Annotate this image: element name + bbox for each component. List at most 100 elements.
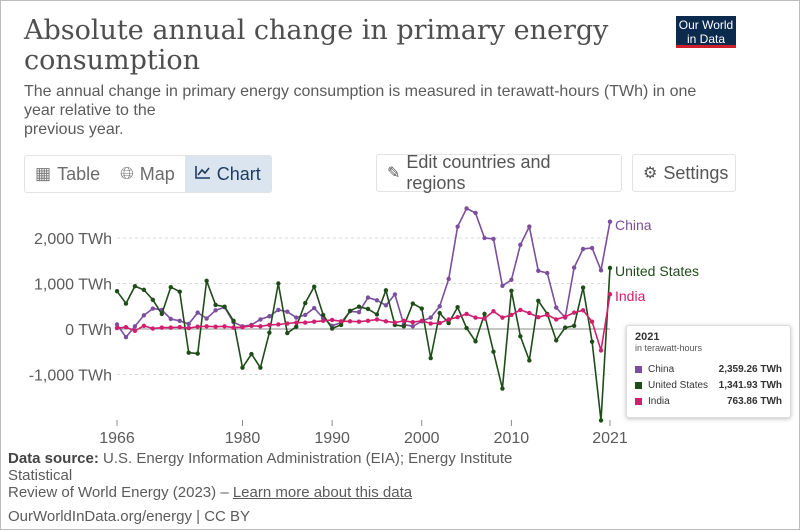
series-2-point-1972: [168, 325, 173, 330]
series-2-point-1977: [213, 324, 218, 329]
series-0-point-1969: [141, 313, 147, 318]
series-0-point-1997: [392, 292, 398, 297]
tab-chart[interactable]: Chart: [184, 156, 271, 192]
settings-label: Settings: [663, 162, 729, 183]
series-1-point-1966: [114, 289, 120, 294]
series-2-point-2013: [536, 314, 541, 320]
series-0-point-1983: [267, 314, 272, 319]
series-0-point-1984: [276, 307, 281, 313]
line-chart-icon: [194, 164, 211, 184]
series-1-point-1998: [401, 324, 407, 329]
owid-logo[interactable]: Our World in Data: [676, 16, 736, 48]
series-0-point-2021: [607, 219, 613, 224]
series-2-point-1985: [285, 321, 290, 326]
series-1-point-1978: [222, 304, 227, 309]
series-1-point-1986: [294, 324, 299, 329]
series-0-point-1995: [374, 298, 380, 303]
subtitle-line-1: The annual change in primary energy cons…: [24, 83, 697, 100]
tooltip-value-india: 763.86 TWh: [726, 395, 782, 407]
series-0-point-2019: [589, 245, 595, 251]
learn-more-link[interactable]: Learn more about this data: [232, 484, 413, 501]
series-1-point-1994: [365, 306, 371, 312]
series-2-point-1996: [383, 319, 389, 324]
series-1-point-2016: [562, 325, 568, 330]
series-0-point-2012: [527, 224, 532, 229]
edit-countries-button[interactable]: ✎ Edit countries and regions: [376, 152, 622, 193]
series-1-point-1987: [303, 300, 308, 306]
series-2-point-1988: [312, 319, 317, 324]
line-chart: 2,000 TWh 1,000 TWh 0 TWh -1,000 TWh 1966 198…: [29, 206, 699, 447]
series-2-point-1975: [195, 324, 200, 329]
series-1-point-1989: [320, 312, 326, 318]
series-2-point-2010: [509, 312, 514, 318]
settings-button[interactable]: ⚙ Settings: [632, 154, 736, 192]
series-1-point-2002: [437, 310, 442, 316]
series-2-point-2016: [562, 314, 568, 319]
series-0-point-1994: [365, 295, 371, 300]
tab-map[interactable]: 🌐︎ Map: [110, 156, 185, 192]
end-label-0: China: [615, 217, 652, 233]
series-0-point-2010: [509, 277, 514, 283]
logo-line-2: in Data: [686, 32, 726, 46]
globe-icon: 🌐︎: [120, 164, 134, 183]
series-0-point-1999: [410, 324, 415, 329]
series-0-point-2009: [500, 283, 505, 288]
series-1-point-2005: [464, 325, 469, 331]
series-2-point-2007: [482, 316, 487, 321]
series-0-point-1986: [294, 315, 299, 320]
source-text-3: Review of World Energy (2023) –: [8, 484, 229, 501]
series-1-point-1968: [132, 284, 138, 289]
series-1-point-1969: [141, 287, 147, 293]
series-1-point-1973: [177, 289, 182, 294]
chart-subtitle: The annual change in primary energy cons…: [24, 82, 724, 139]
end-label-1: United States: [615, 263, 699, 279]
series-1-point-1976: [204, 278, 209, 283]
series-2-point-1980: [240, 324, 245, 330]
series-0-point-2005: [464, 206, 469, 211]
series-2-point-1990: [329, 317, 335, 323]
series-0-point-1985: [285, 309, 290, 314]
series-2-point-1998: [401, 318, 407, 324]
series-2-point-1968: [132, 328, 138, 334]
tooltip-row-china: China 2,359.26 TWh: [635, 361, 782, 377]
series-2-point-2005: [464, 311, 469, 317]
series-0-point-1996: [383, 303, 389, 308]
series-2-point-1973: [177, 324, 182, 330]
series-2-point-2001: [428, 321, 433, 326]
tooltip: 2021 in terawatt-hours China 2,359.26 TW…: [626, 325, 791, 418]
x-tick-label-1: 1980: [225, 430, 261, 447]
series-1-point-1991: [338, 322, 344, 328]
series-2-point-2002: [437, 320, 442, 326]
view-tabs: ▦ Table 🌐︎ Map Chart: [24, 155, 272, 193]
series-0-point-1972: [168, 316, 173, 322]
x-tick-label-3: 2000: [404, 430, 440, 447]
series-1-point-2011: [518, 334, 523, 339]
series-2-point-1971: [159, 325, 165, 330]
pencil-icon: ✎: [387, 165, 401, 182]
series-2-point-1994: [365, 318, 371, 324]
series-0-point-1976: [204, 316, 209, 321]
series-1-point-1974: [186, 350, 191, 355]
series-2-point-2003: [446, 317, 451, 322]
series-0-point-2007: [482, 235, 487, 241]
series-2-point-1978: [222, 324, 227, 329]
series-2-point-1983: [267, 322, 272, 328]
series-1-point-1983: [267, 330, 272, 335]
footer-credit: OurWorldInData.org/energy | CC BY: [8, 508, 251, 525]
series-0-point-2001: [428, 315, 433, 320]
tab-table[interactable]: ▦ Table: [25, 156, 110, 192]
series-1-point-2020: [598, 418, 604, 423]
y-tick-label-1: 1,000 TWh: [34, 277, 112, 294]
end-label-2: India: [615, 288, 646, 304]
series-line-1: [116, 267, 611, 421]
series-2-point-1974: [186, 325, 191, 331]
x-tick-label-5: 2021: [592, 430, 628, 447]
series-2-point-1970: [150, 326, 156, 331]
series-1-point-1996: [383, 288, 389, 293]
series-0-point-1970: [150, 306, 156, 311]
series-0-point-1974: [186, 321, 191, 327]
series-0-point-1968: [132, 324, 138, 329]
series-1-point-2003: [446, 320, 451, 326]
series-0-point-2018: [580, 246, 586, 252]
series-2-point-1982: [258, 324, 263, 329]
